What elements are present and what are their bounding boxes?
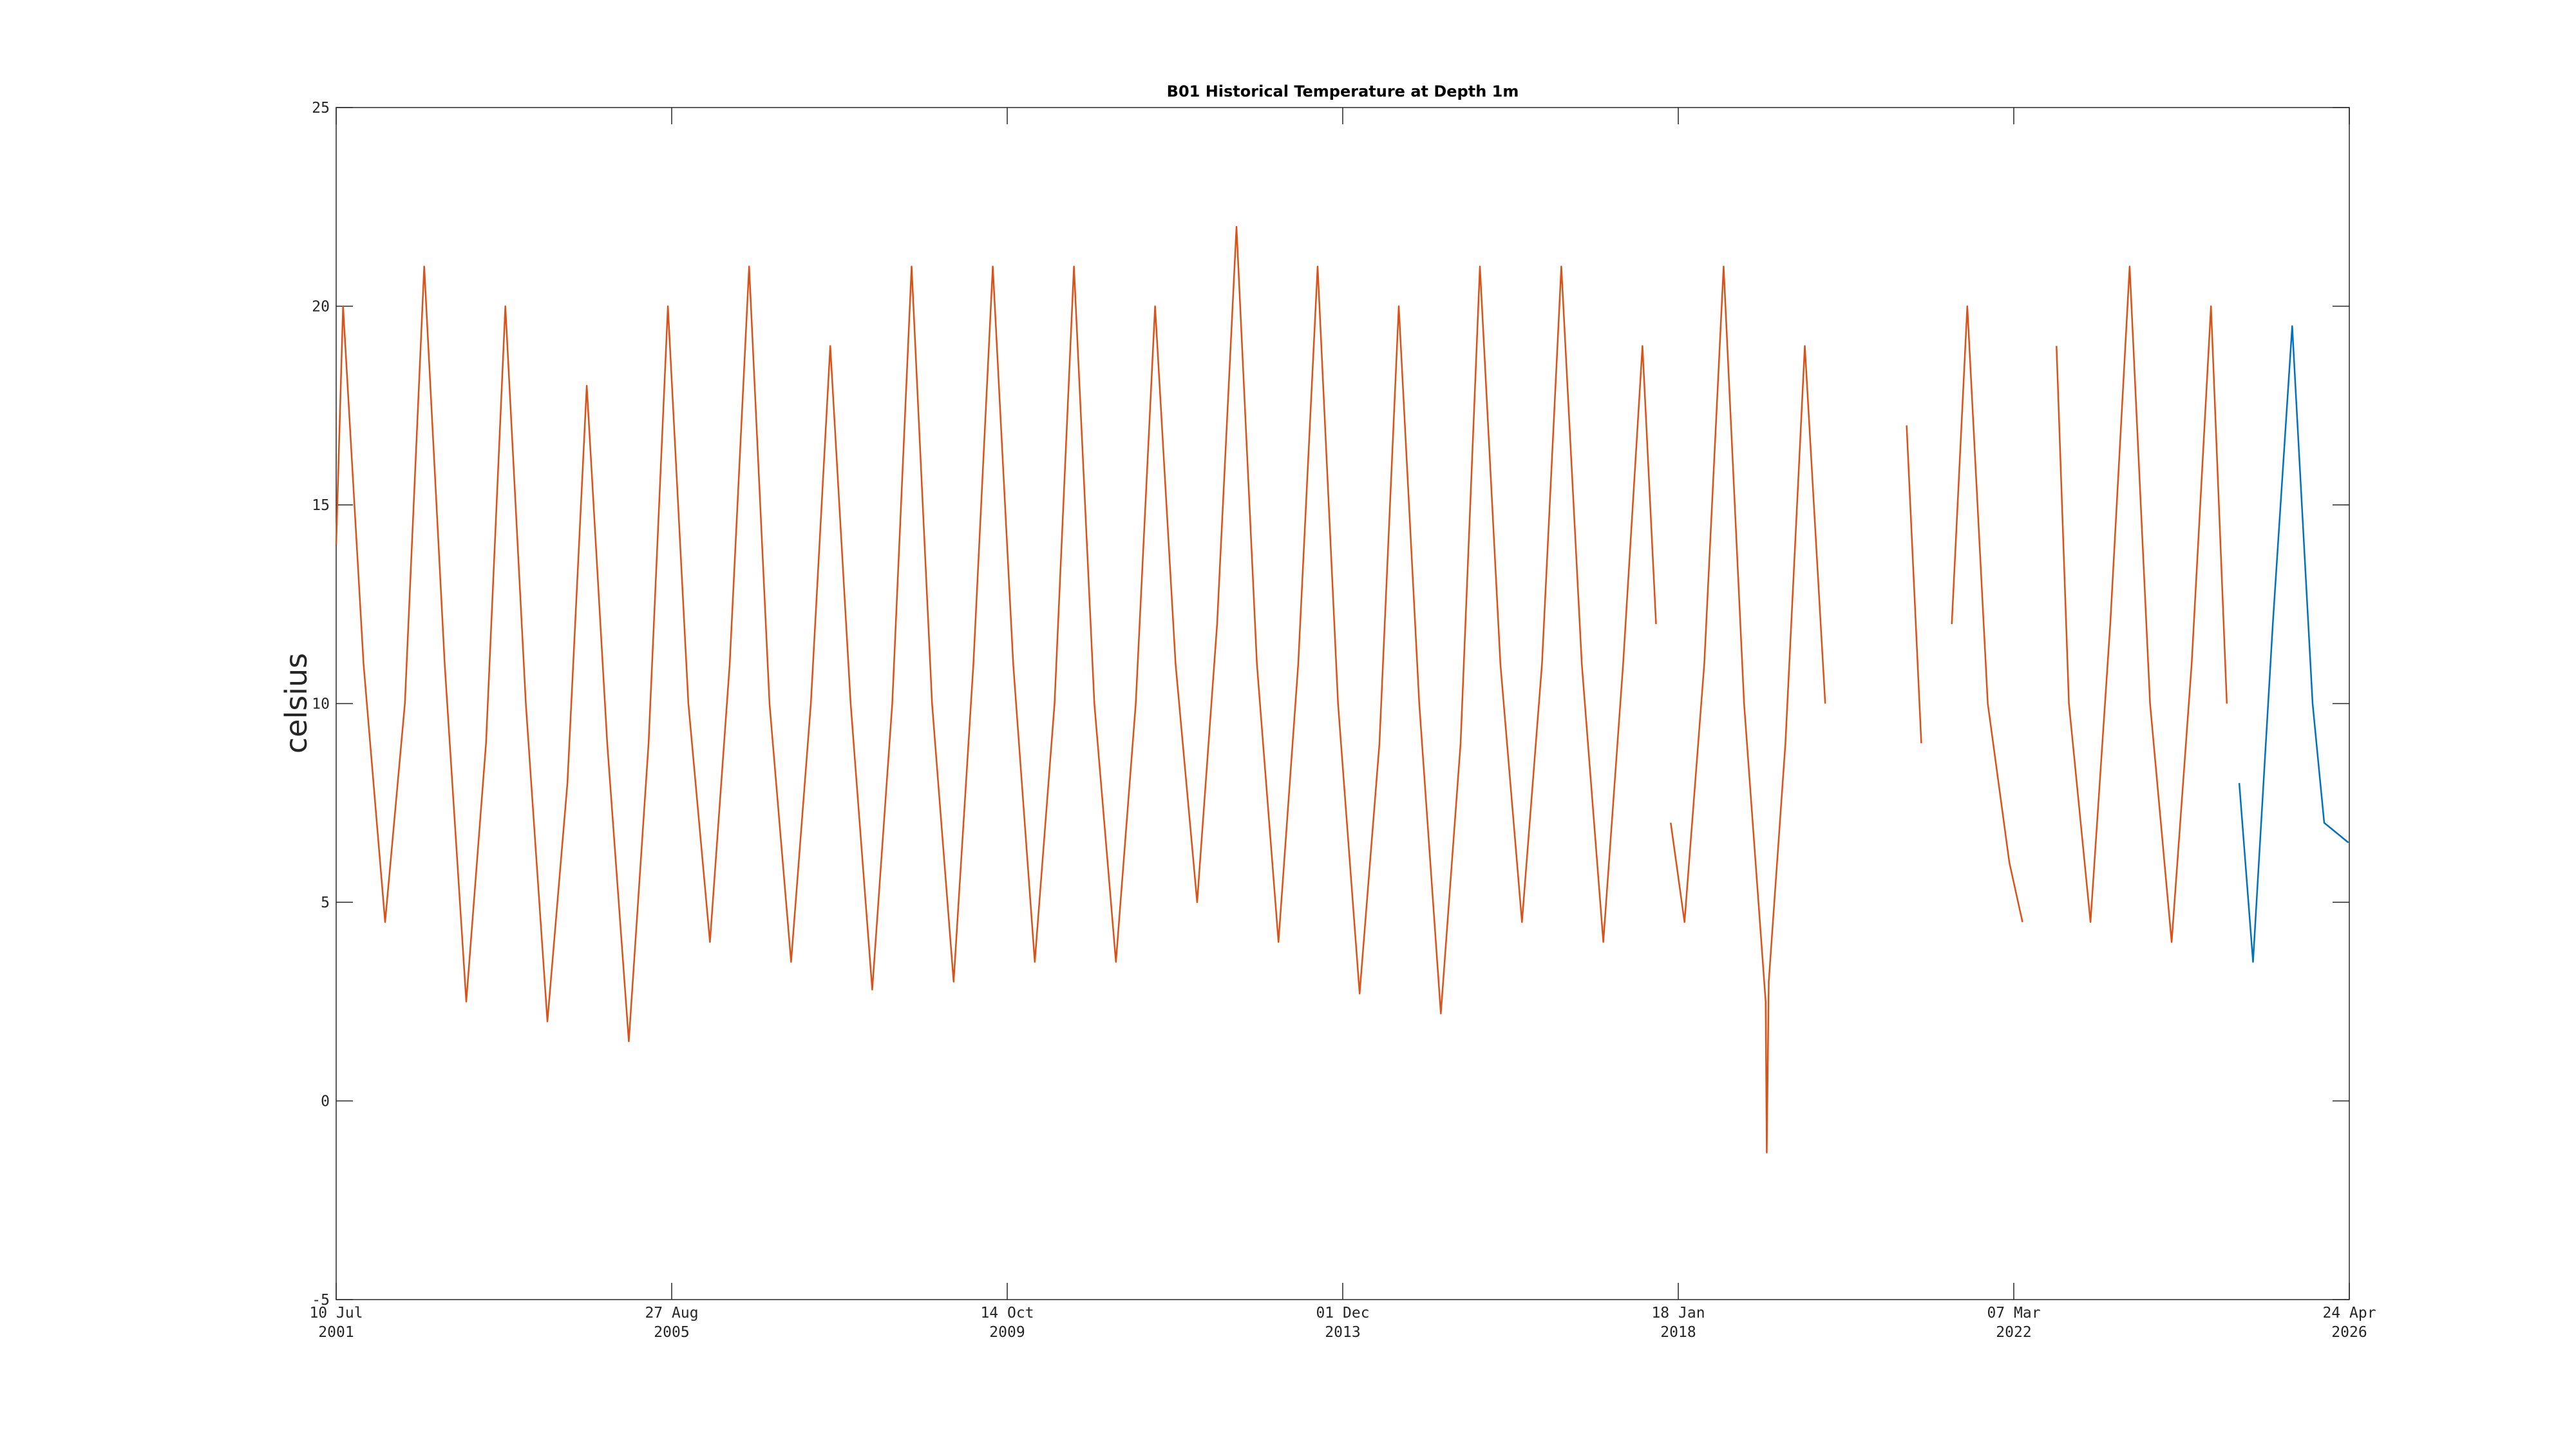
y-tick-label: 15: [312, 497, 330, 514]
x-tick-label: 2013: [1325, 1324, 1360, 1341]
y-tick-label: 5: [321, 895, 330, 911]
plot-frame: [336, 107, 2350, 1300]
y-tick-label: 10: [312, 696, 330, 713]
data-line: [2238, 325, 2349, 963]
x-tick-label: 10 Jul: [309, 1305, 363, 1321]
x-tick-label: 2005: [654, 1324, 689, 1341]
x-tick-label: 2022: [1996, 1324, 2031, 1341]
x-tick-label: 2001: [318, 1324, 354, 1341]
x-tick-label: 24 Apr: [2322, 1305, 2376, 1321]
data-line: [335, 225, 2228, 1153]
y-tick-label: -5: [312, 1292, 330, 1309]
x-tick-label: 01 Dec: [1316, 1305, 1369, 1321]
y-axis-label: celsius: [279, 653, 314, 753]
y-tick-label: 25: [312, 100, 330, 117]
chart-title: B01 Historical Temperature at Depth 1m: [1167, 82, 1519, 100]
x-tick-label: 18 Jan: [1651, 1305, 1705, 1321]
y-tick-label: 0: [321, 1094, 330, 1110]
x-tick-label: 2026: [2331, 1324, 2367, 1341]
x-tick-label: 07 Mar: [1987, 1305, 2040, 1321]
x-tick-label: 27 Aug: [645, 1305, 698, 1321]
x-tick-label: 14 Oct: [980, 1305, 1034, 1321]
x-tick-label: 2009: [989, 1324, 1025, 1341]
x-tick-label: 2018: [1660, 1324, 1696, 1341]
y-tick-label: 20: [312, 299, 330, 316]
